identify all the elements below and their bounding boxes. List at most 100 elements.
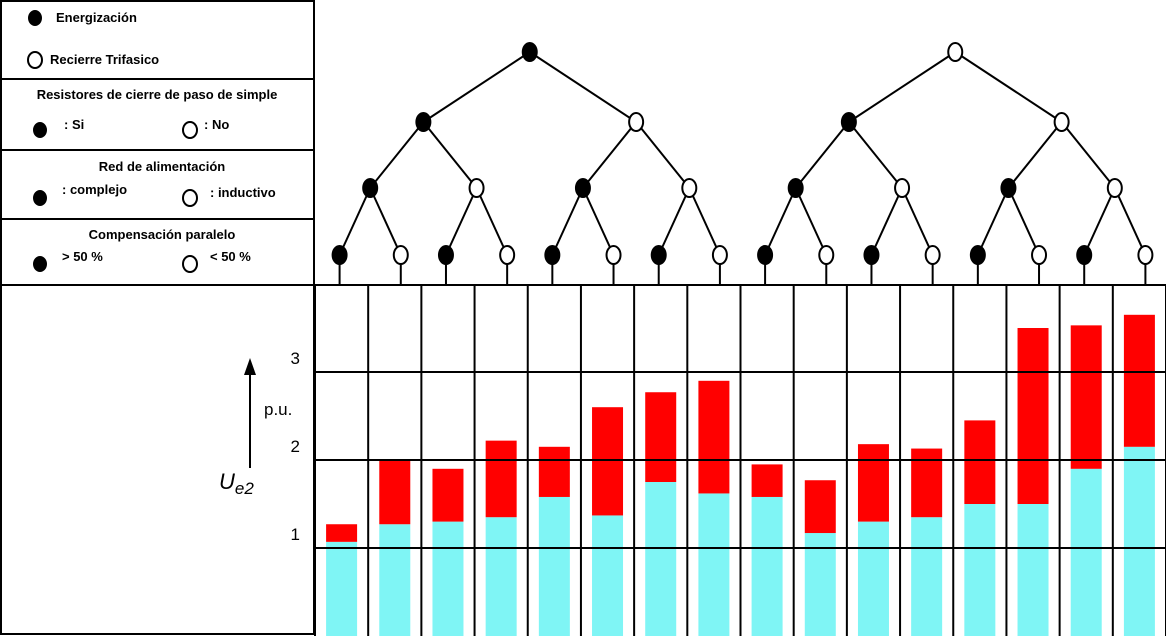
y-axis-unit: p.u. [264,400,292,419]
filled-circle-icon [28,10,42,26]
bar-upper [592,407,624,516]
y-axis: p.u. Ue2 [219,358,292,498]
open-circle-icon [182,189,198,207]
tree-edge [1083,187,1116,256]
legend-compensation-high: > 50 % [62,249,103,264]
tree-edge [954,51,1063,123]
filled-node-icon [574,178,591,198]
open-circle-icon [27,51,43,69]
open-node-icon [818,245,835,265]
bar-upper [857,444,889,522]
bar-upper [485,440,517,518]
arrow-up-icon [244,358,256,375]
tree-edge [870,187,903,256]
filled-node-icon [544,245,561,265]
open-node-icon [628,112,645,132]
open-node-icon [1053,112,1070,132]
bar-lower [698,493,730,636]
bar-lower [326,541,358,636]
open-node-icon [1031,245,1048,265]
filled-circle-icon [33,122,47,138]
bar-lower [592,515,624,636]
filled-circle-icon [33,190,47,206]
bar-lower [538,496,570,636]
filled-node-icon [1076,245,1093,265]
tree-edge [582,187,615,256]
legend-network-title: Red de alimentación [99,159,225,174]
filled-node-icon [787,178,804,198]
filled-node-icon [650,245,667,265]
bar-lower [804,533,836,636]
legend-panel: Energización Recierre Trifasico Resistor… [0,0,315,635]
filled-node-icon [521,42,538,62]
open-node-icon [681,178,698,198]
tree-edge [338,187,372,256]
bar-upper [1123,314,1155,447]
open-node-icon [1106,178,1123,198]
open-node-icon [947,42,964,62]
tree-edge [422,121,478,189]
tree-edge [551,187,584,256]
bar-upper [698,380,730,494]
tree-edge [794,187,828,256]
tree-edge [657,187,691,256]
y-tick-label: 1 [291,525,300,544]
legend-recierre: Recierre Trifasico [50,52,159,67]
tree-edge [764,187,797,256]
bar-upper [1017,328,1049,504]
open-circle-icon [182,255,198,273]
bar-lower [751,496,783,636]
tree-edge [1113,187,1147,256]
binary-tree [331,42,1154,285]
bar-lower [857,521,889,636]
legend-energizacion: Energización [56,10,137,25]
bar-upper [751,464,783,497]
open-node-icon [924,245,941,265]
open-node-icon [1137,245,1154,265]
filled-node-icon [757,245,774,265]
bar-lower [1123,446,1155,636]
tree-edge [582,121,637,189]
tree-edge [369,121,425,189]
tree-edge [976,187,1010,256]
open-node-icon [392,245,409,265]
filled-node-icon [437,245,454,265]
open-node-icon [605,245,622,265]
tree-edge [475,187,509,256]
tree-edge [635,121,691,189]
tree-edge [369,187,402,256]
bar-upper [911,448,943,518]
filled-node-icon [362,178,379,198]
tree-edge [1060,121,1116,189]
filled-circle-icon [33,256,47,272]
bar-lower [1070,468,1102,636]
tree-edge [422,51,531,123]
open-node-icon [499,245,516,265]
tree-edge [848,121,903,189]
bars [326,314,1155,636]
legend-resistors-no: : No [204,117,229,132]
tree-edge [1007,121,1063,189]
filled-node-icon [331,245,348,265]
open-circle-icon [182,121,198,139]
bar-upper [432,468,464,522]
bar-lower [911,517,943,636]
bar-upper [538,446,570,497]
filled-node-icon [863,245,880,265]
filled-node-icon [415,112,432,132]
y-tick-label: 2 [291,437,300,456]
bar-lower [964,504,996,636]
legend-network-complex: : complejo [62,182,127,197]
legend-compensation-title: Compensación paralelo [89,227,236,242]
open-node-icon [711,245,728,265]
bar-upper [379,460,411,525]
tree-edge [848,51,956,123]
tree-edge [794,121,850,189]
bar-lower [645,482,677,636]
open-node-icon [468,178,485,198]
filled-node-icon [1000,178,1017,198]
legend-resistors-title: Resistores de cierre de paso de simple [37,87,278,102]
legend-compensation-low: < 50 % [210,249,251,264]
filled-node-icon [840,112,857,132]
tree-edge [1007,187,1040,256]
